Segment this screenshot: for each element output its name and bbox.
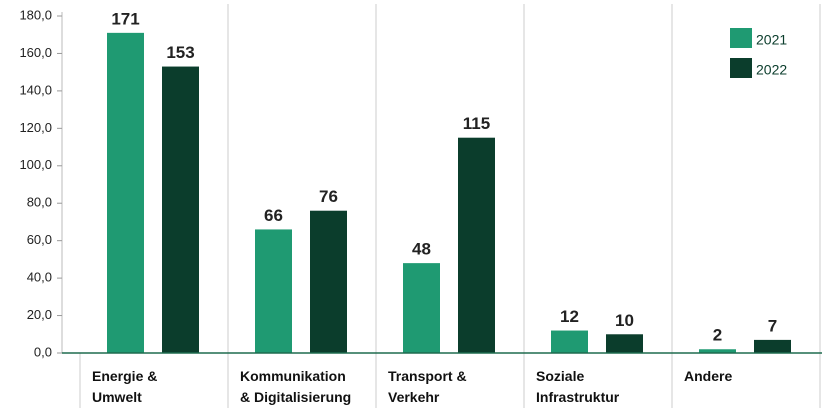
y-tick-label: 180,0 bbox=[19, 7, 52, 22]
x-tick-label: Andere bbox=[684, 368, 733, 384]
value-label: 76 bbox=[319, 187, 338, 206]
value-label: 12 bbox=[560, 307, 579, 326]
y-tick-label: 0,0 bbox=[34, 344, 52, 359]
bar bbox=[754, 339, 791, 353]
bar bbox=[551, 330, 588, 353]
value-label: 2 bbox=[713, 326, 722, 345]
y-tick-label: 60,0 bbox=[27, 232, 52, 247]
legend-label: 2022 bbox=[756, 62, 787, 78]
bar bbox=[310, 210, 347, 353]
legend-swatch bbox=[730, 58, 752, 78]
bar bbox=[162, 66, 199, 354]
value-label: 7 bbox=[768, 316, 777, 335]
legend-label: 2021 bbox=[756, 32, 787, 48]
value-label: 48 bbox=[412, 240, 431, 259]
bar bbox=[606, 334, 643, 353]
x-tick-label: Kommunikation & Digitalisierung bbox=[240, 368, 352, 405]
bar bbox=[403, 263, 440, 353]
y-tick-label: 140,0 bbox=[19, 82, 52, 97]
x-tick-label: Energie & Umwelt bbox=[92, 368, 158, 405]
legend-swatch bbox=[730, 28, 752, 48]
bar bbox=[107, 32, 144, 353]
y-tick-label: 40,0 bbox=[27, 270, 52, 285]
bar bbox=[699, 349, 736, 353]
value-label: 115 bbox=[463, 114, 490, 133]
bar bbox=[458, 137, 495, 353]
value-label: 153 bbox=[166, 43, 194, 62]
x-tick-label: Soziale Infrastruktur bbox=[536, 368, 620, 405]
y-tick-label: 100,0 bbox=[19, 157, 52, 172]
y-tick-label: 80,0 bbox=[27, 195, 52, 210]
value-label: 10 bbox=[615, 311, 634, 330]
bar bbox=[255, 229, 292, 353]
y-tick-label: 120,0 bbox=[19, 120, 52, 135]
value-label: 171 bbox=[111, 9, 139, 28]
y-tick-label: 20,0 bbox=[27, 307, 52, 322]
y-tick-label: 160,0 bbox=[19, 45, 52, 60]
x-tick-label: Transport & Verkehr bbox=[388, 368, 467, 405]
value-label: 66 bbox=[264, 206, 283, 225]
